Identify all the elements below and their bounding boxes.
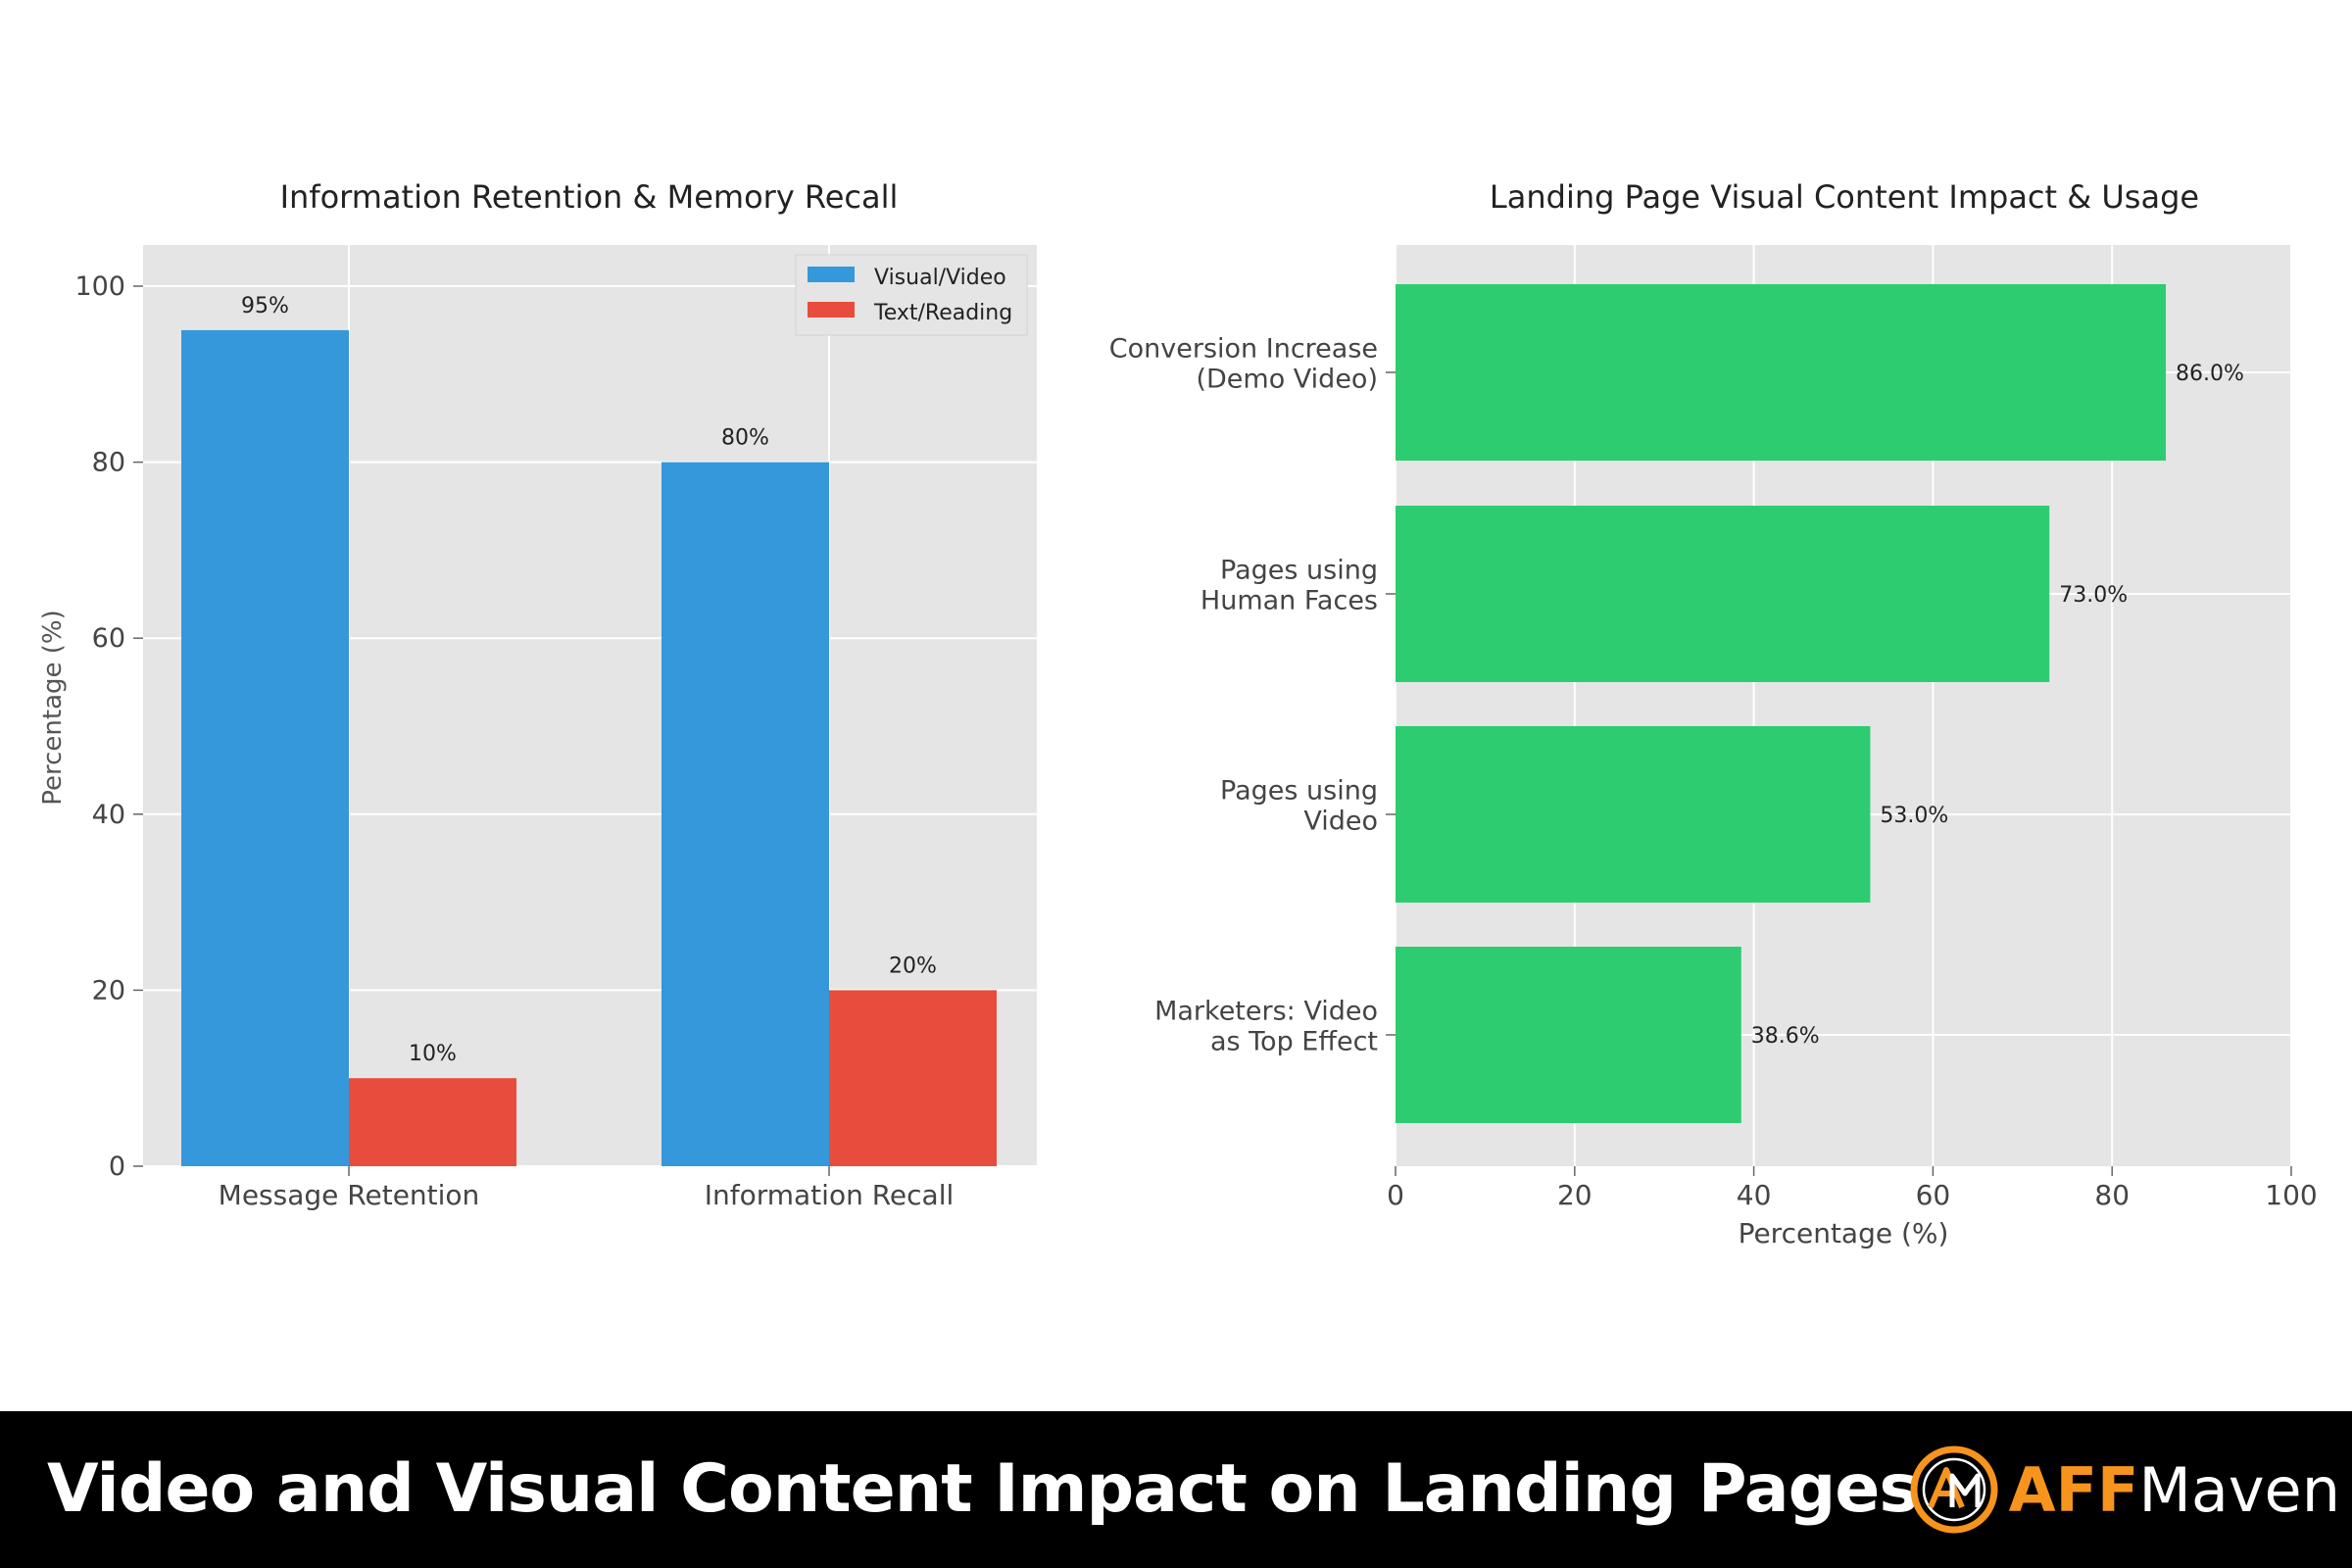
y-tick-label: (Demo Video) — [1196, 365, 1378, 395]
left-bars: 95% 10% 80% 20% — [181, 294, 997, 1167]
y-tick-label: Human Faces — [1200, 586, 1378, 616]
bar — [349, 1078, 516, 1166]
left-x-axis: Message Retention Information Recall — [219, 1166, 955, 1211]
left-legend: Visual/Video Text/Reading — [795, 254, 1028, 336]
y-tick-label: as Top Effect — [1210, 1027, 1378, 1057]
bar-value-label: 38.6% — [1751, 1024, 1820, 1049]
legend-label-visual: Visual/Video — [874, 266, 1006, 290]
right-x-axis: 0 20 40 60 80 100 — [1387, 1166, 2318, 1211]
x-tick-label: 40 — [1737, 1179, 1772, 1211]
x-tick-label: Message Retention — [219, 1179, 480, 1211]
y-tick-label: 80 — [92, 448, 125, 478]
y-tick-label: 20 — [92, 975, 125, 1005]
bar — [1396, 506, 2050, 682]
x-tick-label: 20 — [1557, 1179, 1592, 1211]
y-tick-label: 100 — [74, 271, 125, 302]
left-chart-title: Information Retention & Memory Recall — [280, 178, 899, 216]
y-tick-label: Video — [1303, 807, 1378, 837]
bar — [662, 462, 829, 1167]
bar-value-label: 73.0% — [2059, 583, 2128, 608]
bar — [181, 329, 349, 1166]
y-tick-label: Conversion Increase — [1109, 334, 1378, 365]
banner-title: Video and Visual Content Impact on Landi… — [47, 1450, 1919, 1528]
y-tick-label: Pages using — [1220, 776, 1378, 807]
right-chart-title: Landing Page Visual Content Impact & Usa… — [1490, 178, 2199, 216]
bar-value-label: 80% — [721, 426, 769, 451]
x-tick-label: 60 — [1916, 1179, 1951, 1211]
x-tick-label: 100 — [2265, 1179, 2317, 1211]
brand-name-accent: AFF — [2008, 1453, 2139, 1526]
bar-value-label: 53.0% — [1880, 804, 1948, 828]
am-monogram-icon — [1910, 1446, 1998, 1534]
legend-swatch-text — [808, 302, 855, 318]
bar — [1396, 947, 1741, 1123]
y-tick-label: 0 — [109, 1152, 125, 1182]
y-tick-label: 60 — [92, 623, 125, 654]
bar — [829, 990, 997, 1166]
bar — [1396, 284, 2167, 461]
legend-swatch-visual — [808, 267, 855, 282]
legend-label-text: Text/Reading — [873, 301, 1012, 325]
right-x-axis-label: Percentage (%) — [1739, 1217, 1949, 1250]
x-tick-label: 80 — [2094, 1179, 2130, 1211]
brand-name-rest: Maven — [2138, 1453, 2340, 1526]
footer-banner: Video and Visual Content Impact on Landi… — [0, 1411, 2352, 1568]
brand-logo: AFFMaven — [1909, 1411, 2340, 1568]
y-tick-label: Pages using — [1220, 556, 1378, 586]
y-tick-label: 40 — [92, 800, 125, 830]
x-tick-label: Information Recall — [705, 1179, 955, 1211]
right-y-axis: Conversion Increase(Demo Video) Pages usi… — [1109, 334, 1396, 1057]
right-bars: 86.0% 73.0% 53.0% 38.6% — [1396, 284, 2244, 1123]
brand-name: AFFMaven — [2009, 1454, 2340, 1526]
x-tick-label: 0 — [1387, 1179, 1404, 1211]
left-y-axis-label: Percentage (%) — [38, 610, 68, 806]
bar-value-label: 10% — [409, 1042, 457, 1066]
bar-value-label: 95% — [241, 294, 289, 318]
charts-area: Information Retention & Memory Recall 95… — [38, 178, 2318, 1250]
bar — [1396, 726, 1871, 903]
y-tick-label: Marketers: Video — [1154, 997, 1378, 1027]
left-y-axis: 0 20 40 60 80 100 — [74, 271, 143, 1182]
bar-value-label: 86.0% — [2176, 362, 2244, 386]
bar-value-label: 20% — [889, 954, 937, 978]
